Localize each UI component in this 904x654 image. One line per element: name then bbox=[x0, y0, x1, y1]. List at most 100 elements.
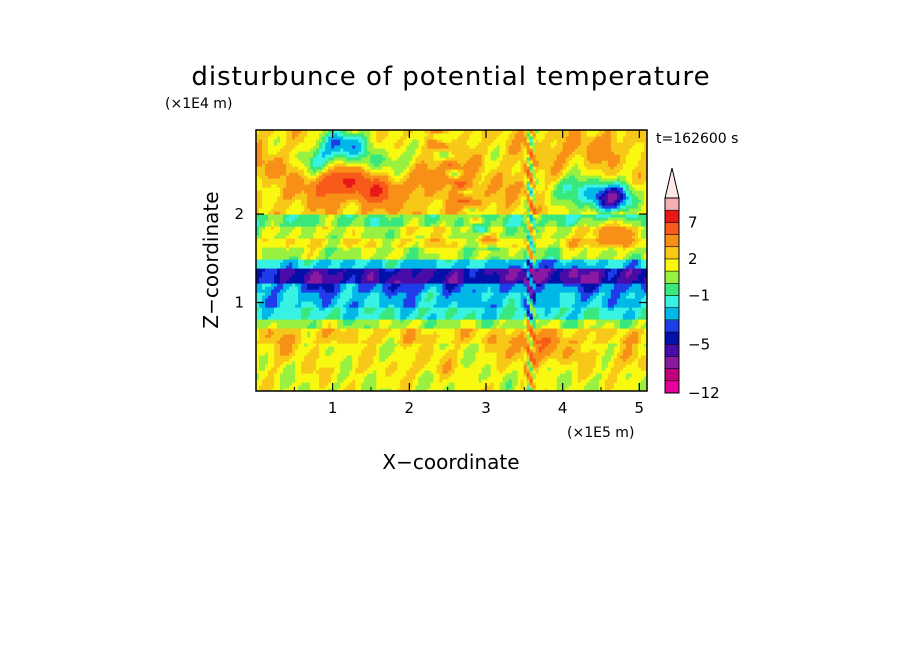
field-cell bbox=[340, 379, 344, 383]
field-cell bbox=[304, 130, 308, 134]
field-cell bbox=[319, 241, 323, 245]
field-cell bbox=[376, 196, 380, 200]
field-cell bbox=[355, 265, 359, 269]
field-cell bbox=[274, 133, 278, 137]
field-cell bbox=[289, 196, 293, 200]
field-cell bbox=[394, 364, 398, 368]
field-cell bbox=[298, 145, 302, 149]
field-cell bbox=[295, 157, 299, 161]
field-cell bbox=[328, 205, 332, 209]
field-cell bbox=[331, 148, 335, 152]
field-cell bbox=[349, 157, 353, 161]
field-cell bbox=[349, 238, 353, 242]
field-cell bbox=[304, 151, 308, 155]
field-cell bbox=[298, 205, 302, 209]
field-cell bbox=[376, 319, 380, 323]
field-cell bbox=[346, 307, 350, 311]
field-cell bbox=[286, 292, 290, 296]
field-cell bbox=[262, 130, 266, 134]
field-cell bbox=[346, 343, 350, 347]
field-cell bbox=[286, 283, 290, 287]
field-cell bbox=[406, 247, 410, 251]
field-cell bbox=[298, 277, 302, 281]
field-cell bbox=[340, 232, 344, 236]
field-cell bbox=[385, 337, 389, 341]
field-cell bbox=[271, 208, 275, 212]
field-cell bbox=[361, 133, 365, 137]
field-cell bbox=[412, 328, 417, 332]
field-cell bbox=[319, 367, 323, 371]
field-cell bbox=[355, 238, 359, 242]
field-cell bbox=[397, 325, 401, 329]
field-cell bbox=[382, 256, 386, 260]
field-cell bbox=[376, 256, 380, 260]
field-cell bbox=[367, 355, 371, 359]
field-cell bbox=[385, 301, 389, 305]
field-cell bbox=[328, 166, 332, 170]
field-cell bbox=[286, 244, 290, 248]
field-cell bbox=[307, 319, 311, 323]
field-cell bbox=[313, 247, 317, 251]
field-cell bbox=[331, 304, 335, 308]
field-cell bbox=[364, 259, 368, 263]
field-cell bbox=[379, 379, 383, 383]
field-cell bbox=[277, 169, 281, 173]
field-cell bbox=[382, 331, 386, 335]
field-cell bbox=[403, 277, 407, 281]
field-cell bbox=[400, 286, 404, 290]
field-cell bbox=[418, 250, 423, 254]
field-cell bbox=[268, 334, 272, 338]
field-cell bbox=[382, 319, 386, 323]
field-cell bbox=[385, 145, 389, 149]
field-cell bbox=[379, 289, 383, 293]
field-cell bbox=[343, 316, 347, 320]
field-cell bbox=[415, 361, 420, 365]
field-cell bbox=[379, 331, 383, 335]
field-cell bbox=[361, 373, 365, 377]
field-cell bbox=[334, 157, 338, 161]
field-cell bbox=[415, 307, 420, 311]
field-cell bbox=[376, 169, 380, 173]
field-cell bbox=[379, 187, 383, 191]
field-cell bbox=[415, 352, 420, 356]
field-cell bbox=[295, 376, 299, 380]
field-cell bbox=[400, 346, 404, 350]
field-cell bbox=[367, 214, 371, 218]
field-cell bbox=[265, 205, 269, 209]
field-cell bbox=[385, 250, 389, 254]
field-cell bbox=[304, 223, 308, 227]
field-cell bbox=[307, 139, 311, 143]
field-cell bbox=[277, 223, 281, 227]
field-cell bbox=[349, 271, 353, 275]
field-cell bbox=[352, 328, 356, 332]
field-cell bbox=[346, 226, 350, 230]
field-cell bbox=[373, 343, 377, 347]
field-cell bbox=[325, 367, 329, 371]
field-cell bbox=[343, 136, 347, 140]
field-cell bbox=[340, 205, 344, 209]
field-cell bbox=[313, 280, 317, 284]
field-cell bbox=[262, 310, 266, 314]
field-cell bbox=[361, 283, 365, 287]
field-cell bbox=[316, 172, 320, 176]
field-cell bbox=[274, 172, 278, 176]
field-cell bbox=[403, 319, 407, 323]
field-cell bbox=[301, 241, 305, 245]
field-cell bbox=[376, 160, 380, 164]
field-cell bbox=[271, 217, 275, 221]
field-cell bbox=[394, 289, 398, 293]
field-cell bbox=[373, 205, 377, 209]
field-cell bbox=[364, 289, 368, 293]
field-cell bbox=[379, 136, 383, 140]
field-cell bbox=[310, 292, 314, 296]
field-cell bbox=[340, 217, 344, 221]
field-cell bbox=[334, 229, 338, 233]
field-cell bbox=[325, 256, 329, 260]
field-cell bbox=[418, 361, 423, 365]
field-cell bbox=[361, 154, 365, 158]
field-cell bbox=[259, 181, 263, 185]
field-cell bbox=[277, 247, 281, 251]
field-cell bbox=[409, 253, 413, 257]
field-cell bbox=[382, 370, 386, 374]
field-cell bbox=[301, 289, 305, 293]
